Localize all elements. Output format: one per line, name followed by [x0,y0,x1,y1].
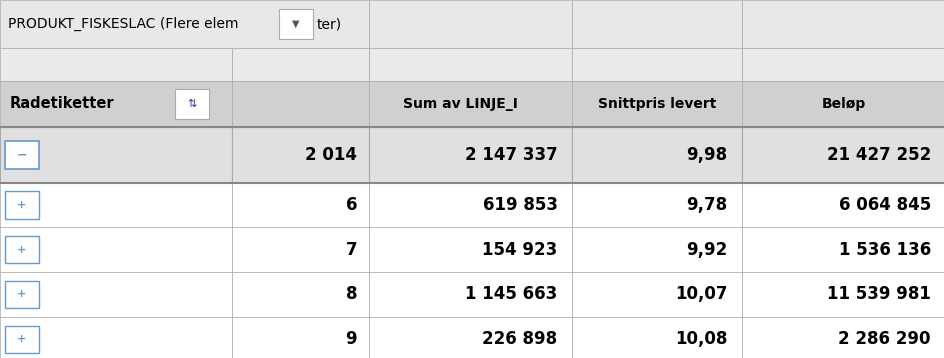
Bar [231,183,368,227]
Text: 7: 7 [346,241,357,259]
Bar [571,48,741,81]
Bar [741,317,944,358]
Bar [0,272,231,317]
Text: Sum av LINJE_I: Sum av LINJE_I [403,97,517,111]
Bar [5,236,39,263]
Bar [5,326,39,353]
Bar [741,272,944,317]
Bar [741,0,944,48]
Bar [741,81,944,127]
Bar [368,317,571,358]
Text: 226 898: 226 898 [482,330,557,348]
Bar [741,48,944,81]
Text: 1 145 663: 1 145 663 [464,285,557,304]
Bar [368,183,571,227]
Bar [368,48,571,81]
Text: Snittpris levert: Snittpris levert [597,97,716,111]
Text: PRODUKT_FISKESLAC (Flere elem: PRODUKT_FISKESLAC (Flere elem [8,17,238,31]
Bar [5,141,39,169]
Bar [0,81,231,127]
Text: 9,92: 9,92 [685,241,727,259]
Bar [231,127,368,183]
Bar [231,227,368,272]
Bar [231,272,368,317]
Bar [0,183,231,227]
Bar [368,227,571,272]
Bar [368,81,571,127]
Text: 10,08: 10,08 [675,330,727,348]
Bar [571,227,741,272]
Text: ⇅: ⇅ [187,99,196,109]
Text: +: + [17,245,26,255]
Bar [0,317,231,358]
Text: Beløp: Beløp [820,97,865,111]
Text: 8: 8 [346,285,357,304]
Bar [571,317,741,358]
Text: ter): ter) [316,17,342,31]
Bar [741,127,944,183]
Bar [5,191,39,218]
Bar [175,89,209,119]
Text: −: − [16,148,27,161]
Text: 6: 6 [346,196,357,214]
Bar [571,127,741,183]
Text: 6 064 845: 6 064 845 [837,196,930,214]
Bar [571,272,741,317]
Bar [571,0,741,48]
Bar [571,183,741,227]
Text: 154 923: 154 923 [481,241,557,259]
Text: 9,98: 9,98 [685,146,727,164]
Text: +: + [17,290,26,299]
Text: 9,78: 9,78 [685,196,727,214]
Bar [231,317,368,358]
Bar [368,127,571,183]
Bar [231,81,368,127]
Bar [741,183,944,227]
Bar [0,48,231,81]
Text: Radetiketter: Radetiketter [9,96,114,111]
Text: 619 853: 619 853 [482,196,557,214]
Bar [278,9,312,39]
Bar [0,127,231,183]
Text: 10,07: 10,07 [674,285,727,304]
Text: +: + [17,200,26,210]
Bar [741,227,944,272]
Bar [368,0,571,48]
Bar [368,272,571,317]
Bar [571,81,741,127]
Text: 2 286 290: 2 286 290 [837,330,930,348]
Bar [231,48,368,81]
Text: 11 539 981: 11 539 981 [826,285,930,304]
Text: 2 014: 2 014 [305,146,357,164]
Text: ▼: ▼ [292,19,299,29]
Text: 2 147 337: 2 147 337 [464,146,557,164]
Text: 9: 9 [346,330,357,348]
Text: 21 427 252: 21 427 252 [826,146,930,164]
Text: +: + [17,334,26,344]
Bar [0,227,231,272]
Bar [0,0,368,48]
Text: 1 536 136: 1 536 136 [837,241,930,259]
Bar [5,281,39,308]
